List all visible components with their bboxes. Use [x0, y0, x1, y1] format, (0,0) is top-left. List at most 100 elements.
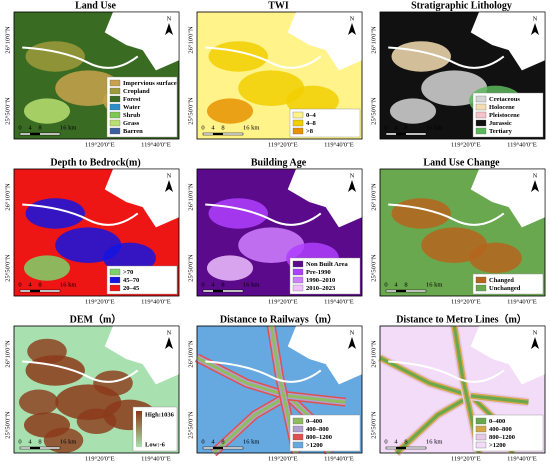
scale-label: 4 — [394, 124, 398, 131]
scale-label: 16 km — [243, 438, 259, 445]
scale-label: 4 — [28, 124, 32, 131]
north-arrow — [348, 23, 356, 35]
river — [22, 360, 139, 383]
sea — [470, 12, 545, 71]
panel-title: Distance to Metro Lines（m） — [396, 312, 527, 325]
legend-swatch — [109, 284, 121, 292]
north-arrow — [348, 337, 356, 349]
scale-label: 0 — [384, 124, 387, 131]
north-arrow — [165, 180, 173, 192]
latitude-label: 26°10'0"N — [187, 183, 194, 211]
legend-swatch — [292, 425, 304, 433]
scale-label: 0 — [201, 124, 204, 131]
legend-label: Low:-6 — [145, 441, 166, 448]
north-arrow — [348, 180, 356, 192]
map-relief — [27, 338, 67, 365]
north-label: N — [350, 15, 355, 22]
sea — [470, 326, 545, 385]
panel-title: Depth to Bedrock(m) — [50, 157, 140, 168]
map-relief — [93, 370, 133, 396]
latitude-label: 25°50'0"N — [4, 254, 11, 282]
latitude-label: 25°50'0"N — [370, 254, 377, 282]
latitude-label: 25°50'0"N — [4, 97, 11, 125]
legend-label: 20–45 — [123, 285, 140, 292]
legend-label: 400–800 — [489, 426, 512, 433]
map-frame — [379, 168, 546, 297]
longitude-label: 119°20'0"E — [451, 455, 481, 462]
latitude-label: 26°10'0"N — [370, 340, 377, 368]
latitude-label: 26°10'0"N — [187, 340, 194, 368]
map-frame — [13, 11, 180, 140]
legend-swatch — [292, 127, 304, 135]
legend-label: 400–800 — [306, 426, 329, 433]
longitude-label: 119°20'0"E — [85, 455, 115, 462]
legend-box — [472, 273, 544, 295]
river — [22, 203, 139, 226]
map-frame — [196, 11, 363, 140]
scale-label: 16 km — [426, 438, 442, 445]
longitude-label: 119°40'0"E — [324, 298, 354, 305]
scale-label: 16 km — [60, 281, 76, 288]
river — [205, 46, 322, 69]
latitude-label: 26°10'0"N — [187, 26, 194, 54]
north-label: N — [533, 172, 538, 179]
panel-title: Land Use Change — [423, 157, 500, 168]
scale-label: 8 — [221, 438, 224, 445]
scale-label: 0 — [384, 438, 387, 445]
river — [22, 46, 139, 69]
legend-swatch — [109, 95, 121, 103]
route-buffer — [395, 394, 472, 455]
sea — [287, 169, 362, 228]
map-frame — [13, 168, 180, 297]
map-panel: Distance to Railways（m） N 0 4 8 16 km 26°10'0"… — [187, 312, 363, 462]
sea — [104, 169, 179, 228]
sea — [470, 169, 545, 228]
map-region — [206, 255, 254, 281]
longitude-label: 119°40'0"E — [141, 141, 171, 148]
scale-label: 0 — [18, 124, 21, 131]
river — [388, 203, 505, 226]
legend-label: Pre-1990 — [306, 269, 331, 276]
scale-bar-fill — [213, 133, 223, 135]
legend-label: Changed — [489, 277, 514, 284]
legend-swatch — [475, 276, 487, 284]
latitude-label: 25°50'0"N — [370, 97, 377, 125]
legend-swatch — [109, 103, 121, 111]
scale-label: 4 — [394, 281, 398, 288]
scale-label: 8 — [38, 281, 41, 288]
legend-swatch — [475, 441, 487, 449]
north-arrow — [165, 337, 173, 349]
latitude-label: 25°50'0"N — [370, 411, 377, 439]
north-label: N — [167, 329, 172, 336]
north-label: N — [167, 172, 172, 179]
legend-label: Forest — [123, 96, 141, 103]
north-arrow — [165, 23, 173, 35]
legend-label: 800–1200 — [489, 434, 515, 441]
legend-label: >70 — [123, 269, 133, 276]
sea — [287, 12, 362, 71]
map-relief — [43, 427, 84, 453]
longitude-label: 119°40'0"E — [507, 298, 537, 305]
legend-label: Non Built Area — [306, 261, 349, 268]
scale-label: 16 km — [426, 281, 442, 288]
longitude-label: 119°40'0"E — [141, 455, 171, 462]
scale-label: 0 — [201, 438, 204, 445]
legend-label: Unchanged — [489, 285, 521, 292]
scale-bar-fill — [30, 290, 40, 292]
latitude-label: 26°10'0"N — [4, 26, 11, 54]
river — [205, 203, 322, 226]
legend-swatch — [109, 87, 121, 95]
legend-label: Cretaceous — [489, 96, 520, 103]
map-frame — [379, 11, 546, 140]
scale-label: 4 — [211, 281, 215, 288]
panel-title: Building Age — [251, 157, 307, 168]
longitude-label: 119°20'0"E — [85, 141, 115, 148]
route-buffer — [287, 394, 346, 404]
panel-title: TWI — [268, 0, 289, 11]
map-panel: Building Age N 0 4 8 16 km 26°10'0"N 25°50'0"N 1… — [187, 157, 363, 305]
map-relief — [18, 389, 59, 415]
longitude-label: 119°20'0"E — [451, 141, 481, 148]
scale-label: 0 — [201, 281, 204, 288]
scale-label: 8 — [221, 124, 224, 131]
river — [388, 46, 505, 69]
